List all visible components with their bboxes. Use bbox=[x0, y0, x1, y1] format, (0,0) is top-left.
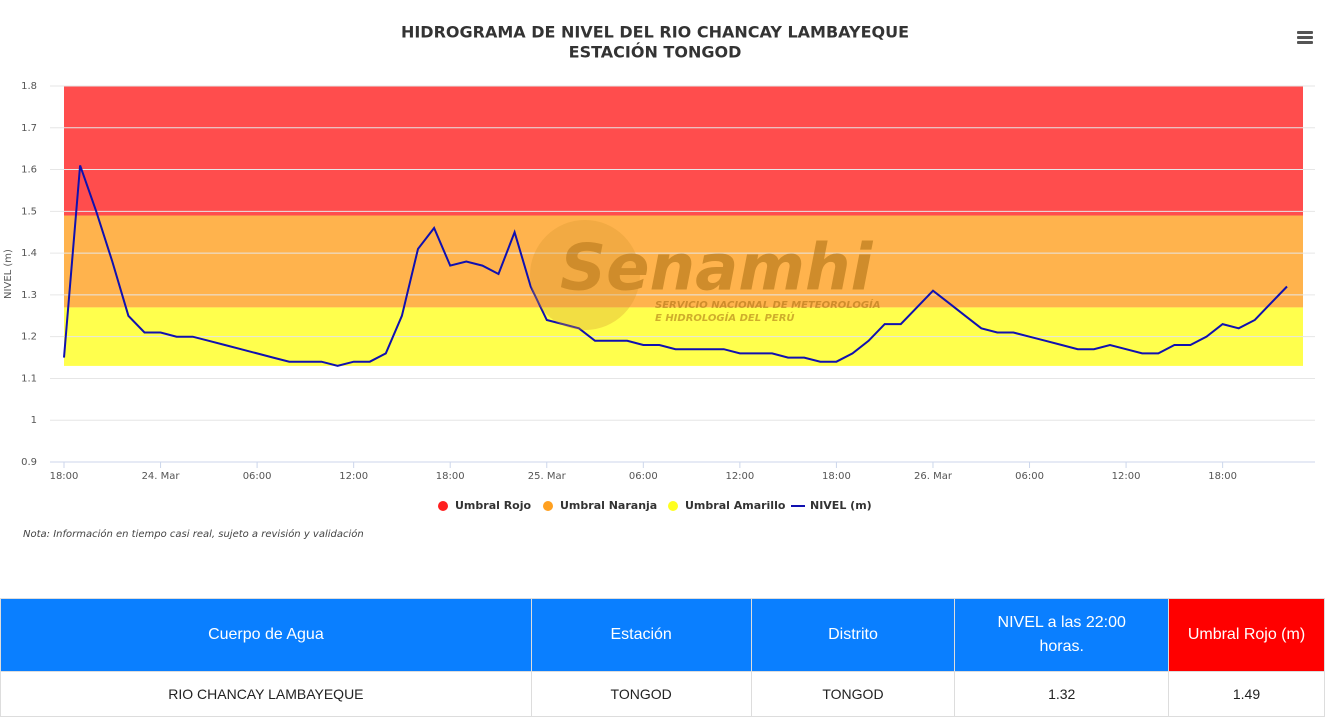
y-tick-label: 1.7 bbox=[21, 123, 37, 134]
x-tick-label: 06:00 bbox=[243, 471, 272, 482]
menu-button[interactable] bbox=[1297, 31, 1313, 44]
legend-symbol bbox=[543, 501, 553, 511]
header-cell: NIVEL a las 22:00 horas. bbox=[954, 598, 1169, 672]
chart-subtitle: ESTACIÓN TONGOD bbox=[569, 43, 742, 62]
x-tick-label: 24. Mar bbox=[142, 471, 181, 482]
header-cell: Umbral Rojo (m) bbox=[1167, 598, 1326, 672]
y-tick-label: 1.6 bbox=[21, 165, 37, 176]
header-cell: Cuerpo de Agua bbox=[0, 598, 532, 672]
x-tick-label: 18:00 bbox=[436, 471, 465, 482]
legend-symbol bbox=[438, 501, 448, 511]
note: Nota: Información en tiempo casi real, s… bbox=[23, 528, 364, 540]
x-tick-label: 06:00 bbox=[629, 471, 658, 482]
chart: HIDROGRAMA DE NIVEL DEL RIO CHANCAY LAMB… bbox=[3, 23, 1315, 540]
x-tick-label: 18:00 bbox=[50, 471, 79, 482]
header-cell: Distrito bbox=[750, 598, 956, 672]
table-body: RIO CHANCAY LAMBAYEQUE TONGOD TONGOD 1.32 1.… bbox=[0, 671, 1326, 717]
y-tick-label: 1.3 bbox=[21, 290, 37, 301]
watermark-logo bbox=[530, 220, 640, 330]
x-tick-label: 06:00 bbox=[1015, 471, 1044, 482]
table-cell: RIO CHANCAY LAMBAYEQUE bbox=[0, 671, 532, 717]
table-header: Cuerpo de Agua Estación Distrito NIVEL a la… bbox=[0, 598, 1326, 672]
watermark-name: Senamhi bbox=[560, 232, 874, 306]
watermark-text: E HIDROLOGÍA DEL PERÚ bbox=[655, 311, 795, 324]
threshold-band bbox=[64, 86, 1303, 216]
header-cell: Estación bbox=[530, 598, 752, 672]
x-tick-label: 12:00 bbox=[339, 471, 368, 482]
y-tick-label: 1 bbox=[31, 415, 37, 426]
legend-label: Umbral Amarillo bbox=[685, 499, 786, 512]
x-tick-label: 18:00 bbox=[1208, 471, 1237, 482]
y-tick-label: 0.9 bbox=[21, 457, 37, 468]
table-cell: TONGOD bbox=[750, 671, 956, 717]
watermark-text: SERVICIO NACIONAL DE METEOROLOGÍA bbox=[655, 298, 881, 311]
legend-label: Umbral Rojo bbox=[455, 499, 532, 512]
legend-label: NIVEL (m) bbox=[810, 499, 872, 512]
watermark: Senamhi SERVICIO NACIONAL DE METEOROLOGÍ… bbox=[530, 220, 881, 330]
table-cell: 1.49 bbox=[1167, 671, 1326, 717]
y-tick-label: 1.1 bbox=[21, 373, 37, 384]
x-tick-label: 18:00 bbox=[822, 471, 851, 482]
x-tick-label: 12:00 bbox=[725, 471, 754, 482]
x-tick-label: 12:00 bbox=[1112, 471, 1141, 482]
y-tick-label: 1.2 bbox=[21, 332, 37, 343]
y-axis-label: NIVEL (m) bbox=[3, 249, 14, 299]
y-tick-label: 1.5 bbox=[21, 206, 37, 217]
x-tick-label: 26. Mar bbox=[914, 471, 953, 482]
legend-label: Umbral Naranja bbox=[560, 499, 657, 512]
x-tick-label: 25. Mar bbox=[528, 471, 567, 482]
y-tick-label: 1.8 bbox=[21, 81, 37, 92]
threshold-band bbox=[64, 215, 1303, 308]
table-cell: TONGOD bbox=[530, 671, 752, 717]
legend-symbol bbox=[668, 501, 678, 511]
table-cell: 1.32 bbox=[954, 671, 1169, 717]
y-tick-label: 1.4 bbox=[21, 248, 37, 259]
data-line bbox=[63, 165, 1288, 367]
data-table: Cuerpo de Agua Estación Distrito NIVEL a la… bbox=[0, 598, 1326, 717]
table-row: RIO CHANCAY LAMBAYEQUE TONGOD TONGOD 1.32 1.… bbox=[0, 671, 1326, 717]
chart-title: HIDROGRAMA DE NIVEL DEL RIO CHANCAY LAMB… bbox=[401, 23, 909, 42]
